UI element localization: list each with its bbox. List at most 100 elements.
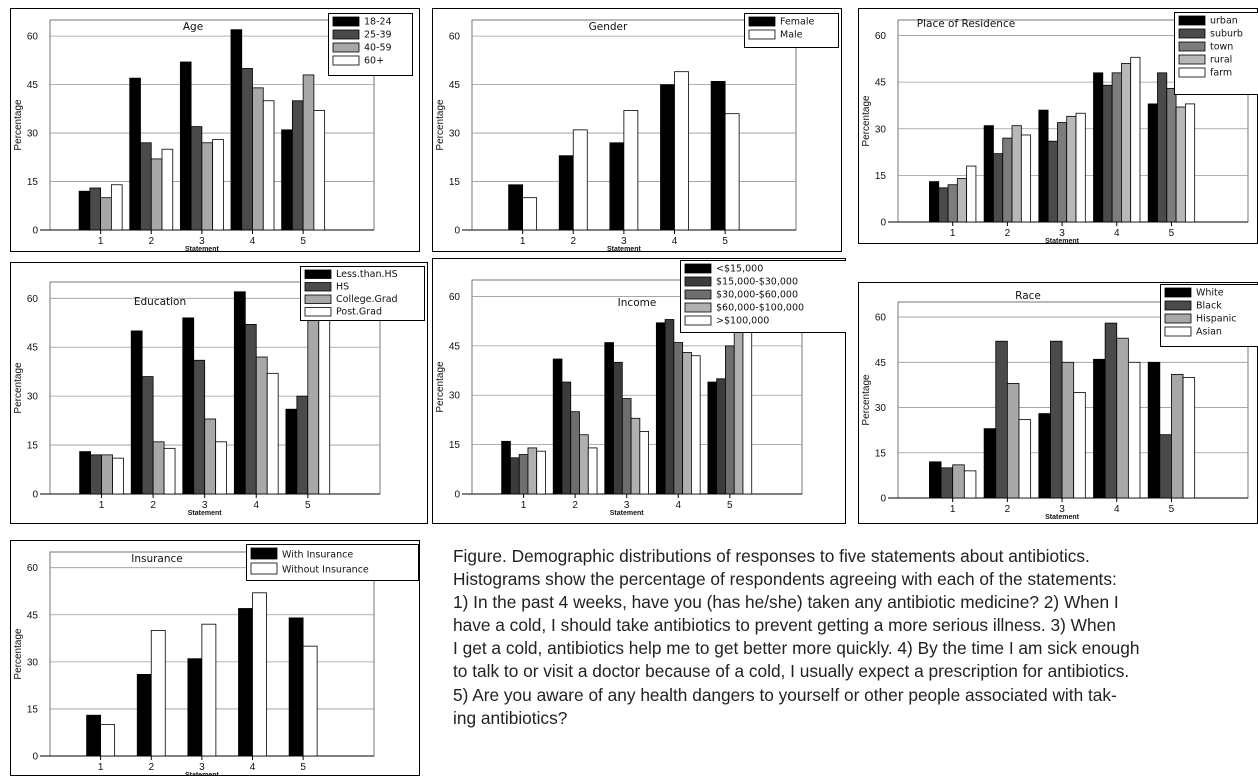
- bar-farm-2: [1020, 134, 1032, 223]
- bar-15-000-30-000-4: [664, 319, 675, 495]
- bar-urban-4: [1093, 72, 1104, 223]
- x-tick-label: 4: [250, 236, 256, 247]
- bar-hispanic-1: [952, 464, 965, 499]
- bar-60-000-100-000-5: [733, 328, 744, 495]
- bar-18-24-4: [230, 29, 243, 231]
- x-tick-label: 5: [727, 500, 733, 511]
- bar-male-2: [572, 129, 588, 231]
- legend-label: $60,000-$100,000: [716, 303, 804, 314]
- y-tick-label: 15: [449, 440, 461, 451]
- legend-label: <$15,000: [716, 264, 763, 275]
- bar-female-3: [609, 142, 625, 231]
- x-tick-label: 2: [148, 236, 154, 247]
- bar-asian-5: [1182, 376, 1196, 499]
- bar-female-1: [508, 184, 524, 231]
- legend-swatch-30-000-60-000: [684, 289, 712, 300]
- x-tick-label: 2: [1005, 504, 1011, 515]
- y-tick-label: 45: [875, 358, 887, 369]
- legend-label: Male: [780, 30, 803, 41]
- bar-less-than-hs-3: [182, 317, 195, 495]
- x-tick-label: 1: [950, 504, 956, 515]
- bar-suburb-1: [938, 187, 949, 223]
- bar-rural-3: [1066, 115, 1077, 223]
- legend-swatch-40-59: [332, 42, 360, 53]
- bar-suburb-2: [993, 153, 1004, 223]
- y-tick-label: 0: [32, 490, 38, 501]
- bar-30-000-60-000-1: [518, 454, 529, 495]
- bar-white-4: [1093, 358, 1106, 499]
- bar-40-59-3: [201, 142, 214, 231]
- bar-15-000-30-000-5: [716, 378, 726, 495]
- x-tick-label: 2: [1005, 228, 1011, 239]
- legend-label: HS: [336, 282, 349, 293]
- bar-with-insurance-4: [238, 608, 253, 757]
- bar-urban-5: [1147, 103, 1158, 223]
- bar-post-grad-5: [318, 301, 331, 495]
- x-tick-label: 2: [570, 236, 576, 247]
- chart-title: Gender: [589, 21, 628, 33]
- bar-hispanic-3: [1061, 361, 1075, 499]
- x-tick-label: 3: [199, 236, 205, 247]
- legend-swatch-hispanic: [1164, 313, 1192, 324]
- chart-title: Insurance: [131, 553, 183, 565]
- x-tick-label: 1: [98, 236, 104, 247]
- x-tick-label: 1: [99, 500, 105, 511]
- bar-60-000-100-000-2: [579, 434, 589, 495]
- caption-line: 1) In the past 4 weeks, have you (has he…: [453, 592, 1119, 613]
- bar-25-39-2: [140, 142, 152, 231]
- x-axis-label: Statement: [607, 246, 642, 252]
- bar-black-4: [1104, 322, 1118, 499]
- y-tick-label: 60: [27, 32, 39, 43]
- legend-box: [1174, 12, 1258, 95]
- bar-60-4: [262, 100, 275, 231]
- bar-hispanic-2: [1006, 383, 1020, 499]
- bar-60-000-100-000-4: [682, 352, 692, 495]
- bar-town-5: [1166, 87, 1177, 223]
- legend-swatch-white: [1164, 287, 1192, 298]
- bar-without-insurance-2: [150, 630, 166, 757]
- x-tick-label: 1: [98, 762, 104, 773]
- legend-label: With Insurance: [282, 550, 353, 561]
- y-tick-label: 45: [27, 343, 39, 354]
- legend-swatch-town: [1178, 41, 1206, 52]
- bar-30-000-60-000-5: [725, 345, 735, 495]
- bar-suburb-5: [1157, 72, 1168, 223]
- bar-asian-1: [963, 470, 977, 499]
- bar-without-insurance-4: [252, 592, 267, 757]
- y-tick-label: 15: [27, 441, 39, 452]
- bar-15-000-30-000-2: [561, 381, 572, 495]
- bar-hispanic-4: [1116, 337, 1129, 499]
- bar-60-000-100-000-1: [527, 447, 538, 495]
- bar-rural-5: [1175, 106, 1186, 223]
- bar-hispanic-5: [1171, 373, 1184, 499]
- x-tick-label: 2: [572, 500, 578, 511]
- bar-male-5: [724, 113, 740, 231]
- legend-swatch-black: [1164, 300, 1192, 311]
- bar-hs-3: [193, 359, 206, 495]
- x-axis-label: Statement: [1045, 514, 1080, 521]
- chart-insurance: 0 15 30 45 60 1 2 3 4 5 Statement Percentage Insuran…: [10, 540, 420, 776]
- x-tick-label: 5: [722, 236, 728, 247]
- bar-without-insurance-1: [100, 724, 116, 757]
- caption-line: Figure. Demographic distributions of res…: [453, 546, 1090, 566]
- bar-40-59-1: [100, 197, 112, 231]
- x-tick-label: 1: [521, 500, 527, 511]
- x-tick-label: 3: [1059, 228, 1065, 239]
- bar-farm-3: [1075, 112, 1086, 223]
- y-tick-label: 0: [880, 494, 886, 505]
- bar-100-000-2: [587, 447, 598, 495]
- x-tick-label: 3: [1059, 504, 1065, 515]
- bar-male-4: [674, 71, 689, 231]
- y-tick-label: 15: [27, 177, 39, 188]
- bar-farm-4: [1130, 56, 1141, 223]
- x-tick-label: 5: [305, 500, 311, 511]
- x-axis-label: Statement: [610, 510, 645, 517]
- y-tick-label: 30: [27, 657, 39, 668]
- legend-swatch-farm: [1178, 67, 1206, 78]
- y-tick-label: 60: [449, 32, 461, 43]
- bar-urban-1: [929, 181, 940, 223]
- bar-100-000-4: [690, 355, 701, 495]
- bar-18-24-3: [179, 61, 192, 231]
- bar-without-insurance-5: [302, 645, 318, 757]
- legend-label: 25-39: [364, 30, 392, 41]
